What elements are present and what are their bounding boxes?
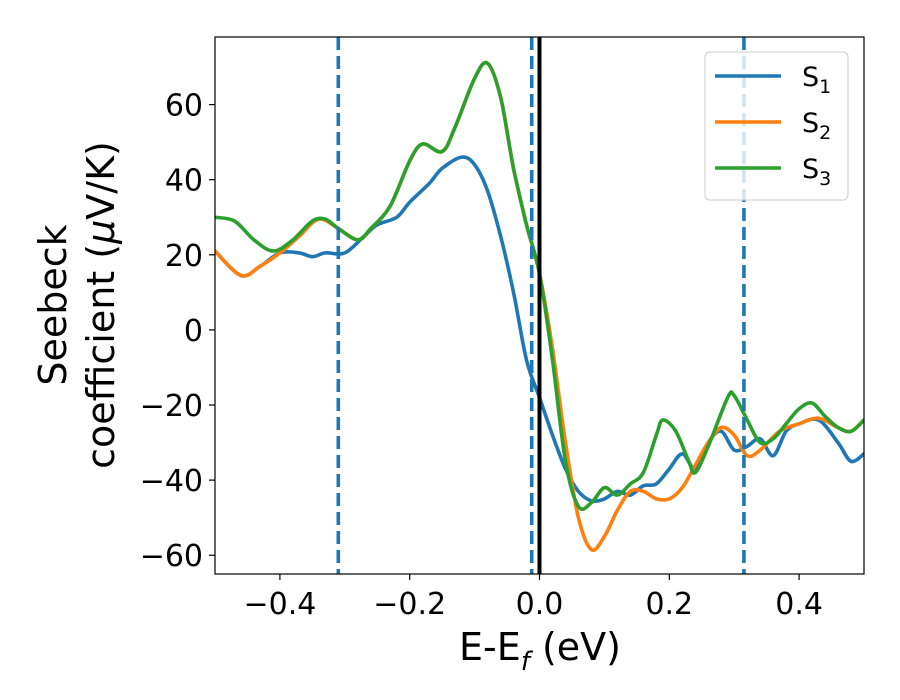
y-tick-label: −60 bbox=[140, 539, 203, 574]
series-line-s3 bbox=[215, 60, 864, 511]
plot-lines bbox=[215, 37, 864, 574]
x-tick-label: −0.4 bbox=[243, 587, 316, 622]
legend: S1 S2 S3 bbox=[704, 51, 849, 201]
x-axis-label: E-Ef (eV) bbox=[459, 625, 621, 677]
legend-label-s3: S3 bbox=[802, 154, 831, 190]
y-tick-label: 0 bbox=[184, 314, 203, 349]
y-axis-label-line1: Seebeck bbox=[31, 224, 75, 385]
x-tick-label: 0.4 bbox=[775, 587, 823, 622]
y-axis-ticks: −60 −40 −20 0 20 40 60 bbox=[140, 89, 215, 574]
x-tick-label: 0.2 bbox=[645, 587, 693, 622]
x-tick-label: 0.0 bbox=[516, 587, 564, 622]
legend-box bbox=[704, 51, 849, 201]
y-tick-label: 40 bbox=[165, 164, 203, 199]
y-tick-label: −40 bbox=[140, 464, 203, 499]
x-axis-ticks: −0.4 −0.2 0.0 0.2 0.4 bbox=[243, 574, 823, 622]
y-axis-label-line2: coefficient (μV/K) bbox=[79, 141, 123, 469]
y-tick-label: 20 bbox=[165, 239, 203, 274]
y-tick-label: −20 bbox=[140, 389, 203, 424]
x-tick-label: −0.2 bbox=[373, 587, 446, 622]
legend-label-s1: S1 bbox=[802, 62, 831, 98]
legend-label-s2: S2 bbox=[802, 108, 831, 144]
y-tick-label: 60 bbox=[165, 89, 203, 124]
